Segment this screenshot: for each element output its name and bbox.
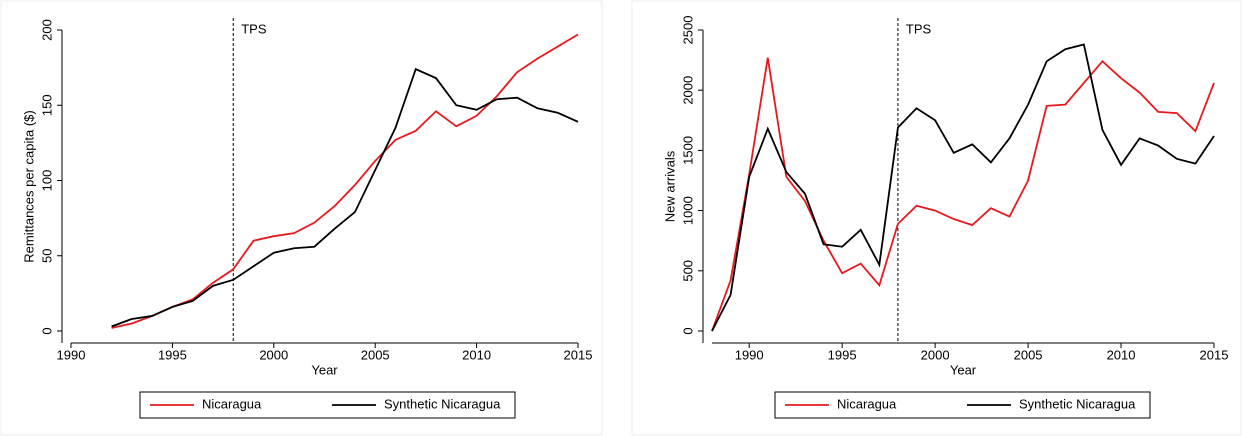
- x-tick-label: 2000: [921, 347, 950, 362]
- y-tick-label: 1500: [680, 136, 695, 165]
- y-tick-label: 0: [680, 327, 695, 334]
- y-tick-label: 100: [39, 170, 54, 192]
- series-line: [711, 43, 1215, 332]
- y-tick-label: 200: [39, 19, 54, 41]
- x-tick-label: 2000: [259, 347, 288, 362]
- y-axis-label: Remittances per capita ($): [21, 110, 36, 262]
- x-tick-label: 1995: [158, 347, 187, 362]
- x-tick-label: 2015: [1200, 347, 1229, 362]
- x-axis-label: Year: [950, 362, 977, 377]
- x-tick-label: 1995: [828, 347, 857, 362]
- x-tick-label: 2010: [1107, 347, 1136, 362]
- legend-box: [139, 391, 516, 419]
- x-tick-label: 1990: [57, 347, 86, 362]
- x-tick-label: 2005: [361, 347, 390, 362]
- x-axis-label: Year: [311, 362, 338, 377]
- legend-label: Synthetic Nicaragua: [1019, 396, 1136, 411]
- y-tick-label: 1000: [680, 196, 695, 225]
- x-tick-label: 1990: [735, 347, 764, 362]
- y-tick-label: 150: [39, 94, 54, 116]
- y-tick-label: 50: [39, 249, 54, 263]
- y-tick-label: 500: [680, 260, 695, 282]
- legend-label: Nicaragua: [837, 396, 897, 411]
- legend-label: Nicaragua: [202, 396, 262, 411]
- series-line: [711, 57, 1215, 332]
- panel-frame: [631, 0, 1242, 436]
- legend-label: Synthetic Nicaragua: [384, 396, 501, 411]
- annotation-label: TPS: [906, 21, 932, 36]
- x-tick-label: 2010: [462, 347, 491, 362]
- annotation-label: TPS: [241, 21, 267, 36]
- panel-frame: [0, 0, 603, 436]
- y-axis-label: New arrivals: [662, 150, 677, 222]
- y-tick-label: 0: [39, 327, 54, 334]
- x-tick-label: 2015: [564, 347, 593, 362]
- y-tick-label: 2000: [680, 76, 695, 105]
- series-line: [111, 33, 579, 329]
- series-line: [111, 67, 579, 328]
- x-tick-label: 2005: [1014, 347, 1043, 362]
- legend-box: [774, 391, 1151, 419]
- y-tick-label: 2500: [680, 16, 695, 45]
